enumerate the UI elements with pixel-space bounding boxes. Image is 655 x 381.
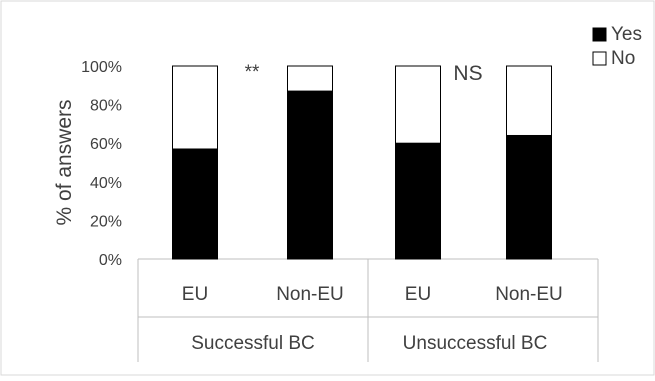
labels-layer: EU Non-EU EU Non-EU Successful BC Unsuccessfu… xyxy=(182,62,563,354)
y-tick-label: 20% xyxy=(90,213,122,230)
bar-no-non-eu xyxy=(506,65,552,136)
legend-swatch-no xyxy=(592,51,607,66)
y-axis-title: % of answers xyxy=(53,99,76,225)
x-category-label: Non-EU xyxy=(276,284,344,305)
legend-label-yes: Yes xyxy=(611,24,642,45)
bar-yes-non-eu xyxy=(287,90,333,260)
legend-label-no: No xyxy=(611,48,635,69)
bar-no-non-eu xyxy=(287,65,333,92)
x-category-label: EU xyxy=(405,284,431,305)
y-tick-label: 80% xyxy=(90,98,122,115)
bars-layer xyxy=(172,65,552,260)
x-group-label: Unsuccessful BC xyxy=(403,333,548,354)
y-tick-label: 0% xyxy=(99,252,122,269)
x-category-label: EU xyxy=(182,284,208,305)
bar-no-eu xyxy=(172,65,218,150)
bar-yes-eu xyxy=(395,142,441,260)
bar-yes-eu xyxy=(172,148,218,260)
bar-no-eu xyxy=(395,65,441,144)
x-category-label: Non-EU xyxy=(495,284,563,305)
significance-annotation: NS xyxy=(453,62,482,85)
significance-annotation: ** xyxy=(245,62,260,83)
bar-yes-non-eu xyxy=(506,134,552,260)
legend: Yes No xyxy=(592,24,642,69)
legend-swatch-yes xyxy=(592,27,607,42)
axis-layer: 0% 20% 40% 60% 80% 100% % of answers xyxy=(53,59,599,362)
x-group-label: Successful BC xyxy=(191,333,315,354)
y-tick-label: 60% xyxy=(90,136,122,153)
y-tick-label: 100% xyxy=(81,59,122,76)
y-tick-label: 40% xyxy=(90,175,122,192)
